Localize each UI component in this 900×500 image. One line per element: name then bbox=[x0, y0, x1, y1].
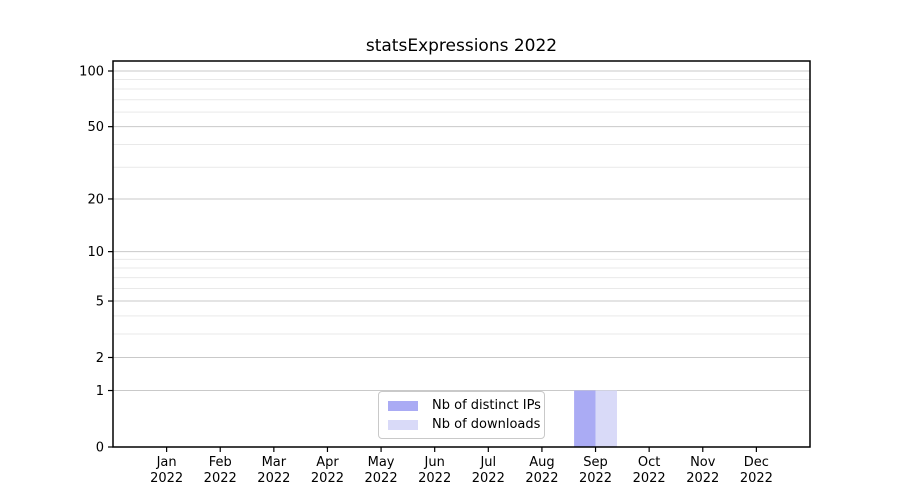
x-tick-label-month: Feb bbox=[209, 455, 232, 470]
bar-downloads bbox=[595, 390, 617, 447]
y-tick-label: 5 bbox=[96, 295, 104, 310]
legend-swatch bbox=[388, 419, 418, 430]
bar-distinct-ips bbox=[574, 390, 596, 447]
x-tick-label-year: 2022 bbox=[740, 471, 773, 486]
x-tick-label-month: Jun bbox=[424, 455, 445, 470]
legend-item: Nb of distinct IPs bbox=[388, 397, 541, 414]
x-tick-label-year: 2022 bbox=[257, 471, 290, 486]
legend-label: Nb of distinct IPs bbox=[432, 398, 541, 413]
x-tick-label-year: 2022 bbox=[686, 471, 719, 486]
x-tick-label-month: Aug bbox=[529, 455, 554, 470]
x-tick-label-year: 2022 bbox=[525, 471, 558, 486]
x-tick-label-year: 2022 bbox=[311, 471, 344, 486]
x-tick-label-month: Sep bbox=[583, 455, 608, 470]
x-tick-label-month: Apr bbox=[316, 455, 339, 470]
x-tick-label-year: 2022 bbox=[633, 471, 666, 486]
x-tick-label-month: Dec bbox=[744, 455, 769, 470]
x-tick-label-year: 2022 bbox=[204, 471, 237, 486]
y-tick-label: 10 bbox=[87, 245, 104, 260]
y-tick-label: 20 bbox=[87, 192, 104, 207]
y-tick-label: 100 bbox=[79, 65, 104, 80]
legend-swatch bbox=[388, 400, 418, 411]
x-tick-label-month: Oct bbox=[638, 455, 660, 470]
x-tick-label-year: 2022 bbox=[579, 471, 612, 486]
x-tick-label-month: May bbox=[368, 455, 395, 470]
y-tick-label: 1 bbox=[96, 384, 104, 399]
x-tick-label-year: 2022 bbox=[365, 471, 398, 486]
x-tick-label-month: Mar bbox=[262, 455, 287, 470]
y-tick-label: 50 bbox=[87, 120, 104, 135]
legend: Nb of distinct IPs Nb of downloads bbox=[378, 391, 545, 439]
x-tick-label-month: Jan bbox=[156, 455, 177, 470]
x-tick-label-month: Nov bbox=[690, 455, 716, 470]
legend-item: Nb of downloads bbox=[388, 416, 540, 433]
x-tick-label-year: 2022 bbox=[418, 471, 451, 486]
chart-title: statsExpressions 2022 bbox=[365, 36, 558, 56]
y-tick-label: 2 bbox=[96, 351, 104, 366]
x-tick-label-year: 2022 bbox=[150, 471, 183, 486]
x-tick-label-year: 2022 bbox=[472, 471, 505, 486]
x-tick-label-month: Jul bbox=[479, 455, 496, 470]
plot-border bbox=[112, 60, 811, 448]
legend-label: Nb of downloads bbox=[432, 417, 541, 432]
y-tick-label: 0 bbox=[96, 441, 104, 456]
